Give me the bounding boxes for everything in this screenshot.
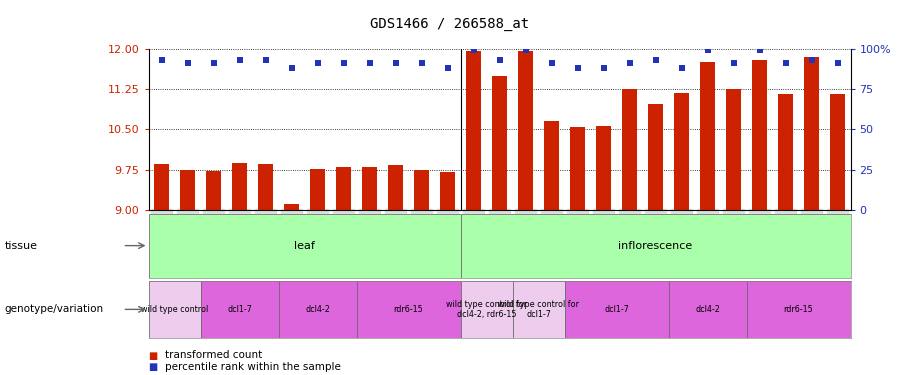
Bar bbox=[648, 104, 662, 210]
Bar bbox=[278, 281, 356, 338]
Point bbox=[232, 57, 247, 63]
Bar bbox=[155, 164, 168, 210]
Bar bbox=[337, 167, 351, 210]
Bar bbox=[206, 171, 220, 210]
Point bbox=[414, 60, 428, 66]
Point bbox=[597, 65, 611, 71]
Point bbox=[258, 57, 273, 63]
Point bbox=[544, 60, 559, 66]
Bar bbox=[805, 57, 819, 210]
Text: rdr6-15: rdr6-15 bbox=[393, 305, 423, 314]
Text: wild type control: wild type control bbox=[141, 305, 208, 314]
Bar bbox=[363, 167, 377, 210]
Point bbox=[180, 60, 194, 66]
Point bbox=[440, 65, 454, 71]
Point bbox=[466, 47, 481, 53]
Bar bbox=[700, 62, 715, 210]
Text: wild type control for
dcl4-2, rdr6-15: wild type control for dcl4-2, rdr6-15 bbox=[446, 300, 527, 319]
Bar bbox=[778, 94, 793, 210]
Point bbox=[674, 65, 688, 71]
Text: ■: ■ bbox=[148, 351, 157, 360]
Bar bbox=[414, 170, 428, 210]
Point bbox=[700, 47, 715, 53]
Bar bbox=[544, 122, 559, 210]
Point bbox=[831, 60, 845, 66]
Bar bbox=[389, 165, 402, 210]
Bar bbox=[232, 163, 247, 210]
Bar bbox=[623, 89, 636, 210]
Bar bbox=[258, 164, 273, 210]
Bar bbox=[284, 204, 299, 210]
Text: percentile rank within the sample: percentile rank within the sample bbox=[165, 362, 340, 372]
Bar bbox=[148, 214, 461, 278]
Bar bbox=[201, 281, 278, 338]
Point bbox=[284, 65, 299, 71]
Point bbox=[805, 57, 819, 63]
Text: rdr6-15: rdr6-15 bbox=[784, 305, 814, 314]
Bar bbox=[356, 281, 461, 338]
Text: wild type control for
dcl1-7: wild type control for dcl1-7 bbox=[498, 300, 579, 319]
Text: transformed count: transformed count bbox=[165, 351, 262, 360]
Bar bbox=[461, 281, 512, 338]
Bar bbox=[310, 169, 325, 210]
Text: GDS1466 / 266588_at: GDS1466 / 266588_at bbox=[371, 17, 529, 31]
Text: ■: ■ bbox=[148, 362, 157, 372]
Bar bbox=[669, 281, 746, 338]
Point bbox=[337, 60, 351, 66]
Point bbox=[571, 65, 585, 71]
Point bbox=[648, 57, 662, 63]
Text: tissue: tissue bbox=[4, 241, 38, 250]
Bar bbox=[466, 51, 481, 210]
Text: dcl4-2: dcl4-2 bbox=[695, 305, 720, 314]
Bar bbox=[461, 214, 850, 278]
Bar bbox=[564, 281, 669, 338]
Bar bbox=[752, 60, 767, 210]
Bar bbox=[180, 170, 194, 210]
Bar bbox=[674, 93, 688, 210]
Point bbox=[310, 60, 325, 66]
Text: leaf: leaf bbox=[294, 241, 315, 250]
Bar bbox=[746, 281, 850, 338]
Point bbox=[622, 60, 636, 66]
Bar bbox=[440, 172, 454, 210]
Point bbox=[778, 60, 793, 66]
Bar bbox=[831, 94, 845, 210]
Bar bbox=[492, 76, 507, 210]
Point bbox=[206, 60, 220, 66]
Point bbox=[752, 47, 767, 53]
Text: dcl4-2: dcl4-2 bbox=[305, 305, 330, 314]
Bar bbox=[512, 281, 564, 338]
Point bbox=[726, 60, 741, 66]
Text: inflorescence: inflorescence bbox=[618, 241, 693, 250]
Bar bbox=[518, 51, 533, 210]
Bar bbox=[148, 281, 201, 338]
Bar bbox=[571, 127, 585, 210]
Bar bbox=[597, 126, 611, 210]
Point bbox=[154, 57, 168, 63]
Text: dcl1-7: dcl1-7 bbox=[604, 305, 629, 314]
Point bbox=[492, 57, 507, 63]
Point bbox=[363, 60, 377, 66]
Text: genotype/variation: genotype/variation bbox=[4, 304, 104, 314]
Bar bbox=[726, 89, 741, 210]
Text: dcl1-7: dcl1-7 bbox=[227, 305, 252, 314]
Point bbox=[388, 60, 402, 66]
Point bbox=[518, 47, 533, 53]
